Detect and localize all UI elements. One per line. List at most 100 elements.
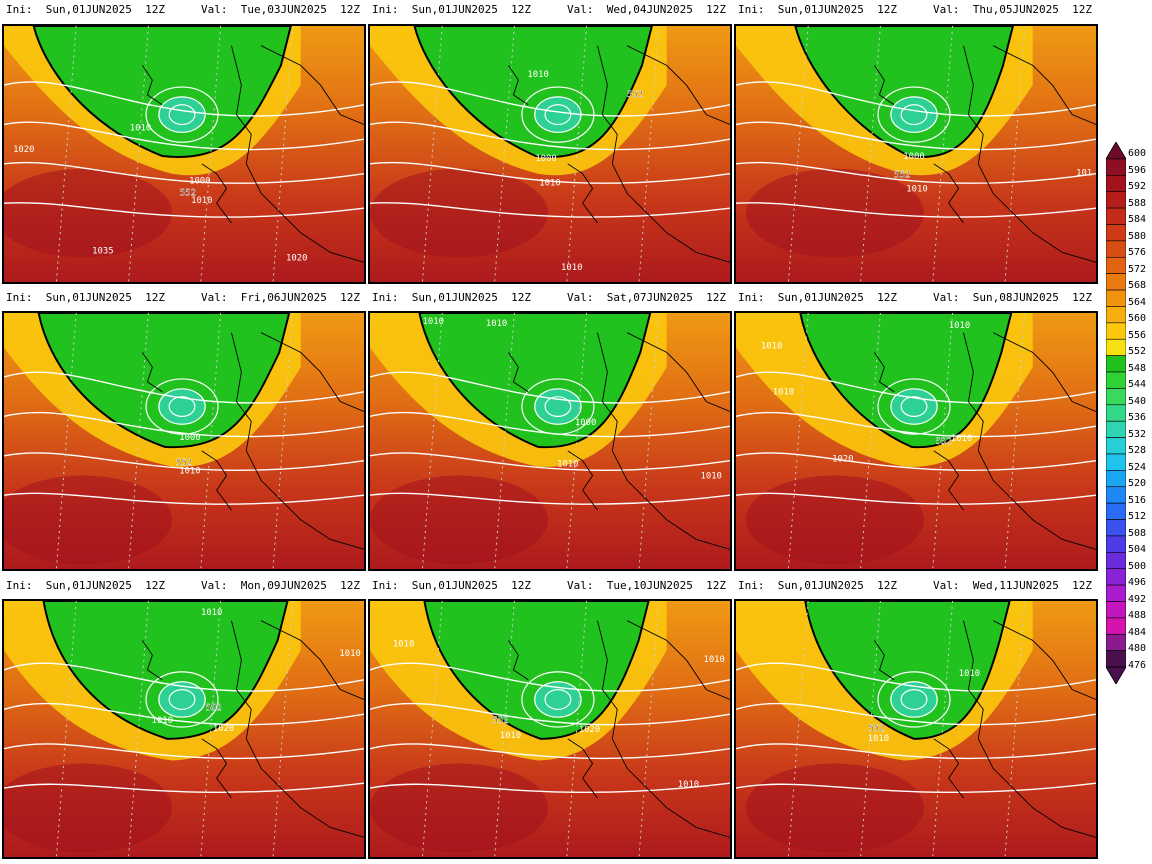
- high-pressure-lobe: [745, 168, 924, 258]
- forecast-map-panel[interactable]: 1010 1010 1010 552 1020: [2, 599, 366, 859]
- contour-label: 1010: [703, 655, 724, 665]
- graticule-line: [787, 313, 809, 569]
- contour-label: 1010: [339, 649, 360, 659]
- low-center: [890, 388, 938, 425]
- map-canvas: 1000 552 1010 101: [736, 26, 1096, 282]
- forecast-map-panel[interactable]: 1000 552 1010: [2, 311, 366, 571]
- closed-isobar: [544, 689, 572, 710]
- contour-label: 1000: [903, 152, 924, 162]
- panel-header: Ini: Sun,01JUN2025 12Z Val: Fri,06JUN2025…: [6, 290, 360, 306]
- contour-label: 1010: [130, 123, 151, 133]
- isobar-line: [736, 202, 1096, 218]
- contour-label: 1010: [761, 341, 782, 351]
- low-center: [158, 96, 206, 133]
- init-time-label: Ini: Sun,01JUN2025 12Z: [738, 3, 897, 16]
- isobar-line: [370, 743, 730, 760]
- colorbar-level-label: 528: [1128, 445, 1147, 457]
- map-canvas: 1010 552 1000 1010 1010: [370, 26, 730, 282]
- contour-label: 552: [206, 703, 222, 713]
- colorbar-swatch: [1105, 470, 1127, 488]
- colorbar-level-label: 520: [1128, 478, 1147, 490]
- coastline: [933, 450, 964, 511]
- contour-label: 1010: [868, 734, 889, 744]
- isobar-line: [736, 411, 1096, 438]
- high-pressure-lobe: [4, 168, 173, 258]
- coastline: [508, 640, 529, 681]
- isobar-line: [370, 662, 730, 692]
- contour-label: 1010: [959, 669, 980, 679]
- coastline: [597, 332, 730, 550]
- graticule-line: [55, 601, 77, 857]
- colorbar-level-label: 480: [1128, 643, 1147, 655]
- isobar-line: [4, 452, 364, 471]
- contour-label: 1020: [579, 725, 600, 735]
- contour-label: 1010: [179, 467, 200, 477]
- colorbar-level-label: 548: [1128, 362, 1147, 374]
- closed-isobar: [168, 104, 196, 126]
- forecast-map-panel[interactable]: 1010102010005521010103510201010: [2, 24, 366, 284]
- graticule-line: [1004, 26, 1026, 282]
- forecast-map-panel[interactable]: 1000 552 1010 101: [734, 24, 1098, 284]
- colorbar-level-label: 580: [1128, 230, 1147, 242]
- closed-isobar: [877, 671, 951, 728]
- contour-label: 1010: [191, 196, 212, 206]
- init-time-label: Ini: Sun,01JUN2025 12Z: [372, 291, 531, 304]
- isobar-line: [736, 492, 1096, 505]
- panel-header: Ini: Sun,01JUN2025 12Z Val: Tue,03JUN2025…: [6, 2, 360, 18]
- trough-552-contour: [804, 601, 1011, 740]
- colorbar-swatch: [1105, 486, 1127, 504]
- closed-isobar: [158, 96, 206, 133]
- forecast-map-panel[interactable]: 1010 1010 1010 1020 552 1010: [734, 311, 1098, 571]
- coastline: [567, 450, 598, 511]
- coastline: [567, 163, 598, 224]
- colorbar-swatch: [1105, 633, 1127, 651]
- isobar-line: [736, 371, 1096, 404]
- forecast-map-panel[interactable]: 1010 552 1000 1010 1010: [368, 24, 732, 284]
- contour-label: 1010: [152, 716, 173, 726]
- graticule-line: [932, 313, 954, 569]
- colorbar-level-label: 476: [1128, 660, 1147, 671]
- high-pressure-lobe: [4, 763, 173, 853]
- contour-label: 1035: [92, 246, 113, 256]
- valid-time-label: Val: Tue,03JUN2025 12Z: [201, 3, 360, 16]
- graticule-line: [566, 26, 588, 282]
- low-center: [534, 681, 582, 718]
- contour-label: 552: [868, 724, 884, 734]
- colorbar-top-arrow: [1105, 141, 1127, 160]
- forecast-map-panel[interactable]: 1010 1010 1000 1010 1010: [368, 311, 732, 571]
- valid-time-label: Val: Thu,05JUN2025 12Z: [933, 3, 1092, 16]
- contour-label: 1010: [393, 639, 414, 649]
- graticule-line: [638, 601, 660, 857]
- closed-isobar: [521, 671, 595, 728]
- forecast-map-panel[interactable]: 1010 1010 552 1010 1020 1010: [368, 599, 732, 859]
- high-pressure-lobe: [4, 475, 173, 565]
- colorbar-bottom-arrow: [1105, 666, 1127, 685]
- contour-label: 1010: [773, 388, 794, 398]
- colorbar-swatch: [1105, 617, 1127, 635]
- colorbar-level-label: 592: [1128, 181, 1147, 193]
- contour-label: 1020: [213, 724, 234, 734]
- isobar-line: [4, 121, 364, 151]
- colorbar-swatch: [1105, 388, 1127, 406]
- contour-label: 1010: [500, 731, 521, 741]
- closed-isobar: [534, 388, 582, 425]
- valid-time-label: Val: Sun,08JUN2025 12Z: [933, 291, 1092, 304]
- contour-label: 552: [176, 459, 192, 469]
- coastline: [260, 332, 364, 412]
- trough-552-contour: [794, 26, 1014, 158]
- graticule-line: [638, 26, 660, 282]
- closed-isobar: [145, 378, 219, 435]
- valid-time-label: Val: Tue,10JUN2025 12Z: [567, 579, 726, 592]
- graticule-line: [932, 26, 954, 282]
- forecast-map-panel[interactable]: 1010 552 1010: [734, 599, 1098, 859]
- low-center: [890, 681, 938, 718]
- isobar-line: [4, 81, 364, 117]
- coastline: [963, 332, 1096, 550]
- isobar-line: [370, 202, 730, 218]
- valid-time-label: Val: Wed,11JUN2025 12Z: [933, 579, 1092, 592]
- isobar-line: [370, 452, 730, 471]
- coastline: [142, 640, 163, 681]
- closed-isobar: [890, 388, 938, 425]
